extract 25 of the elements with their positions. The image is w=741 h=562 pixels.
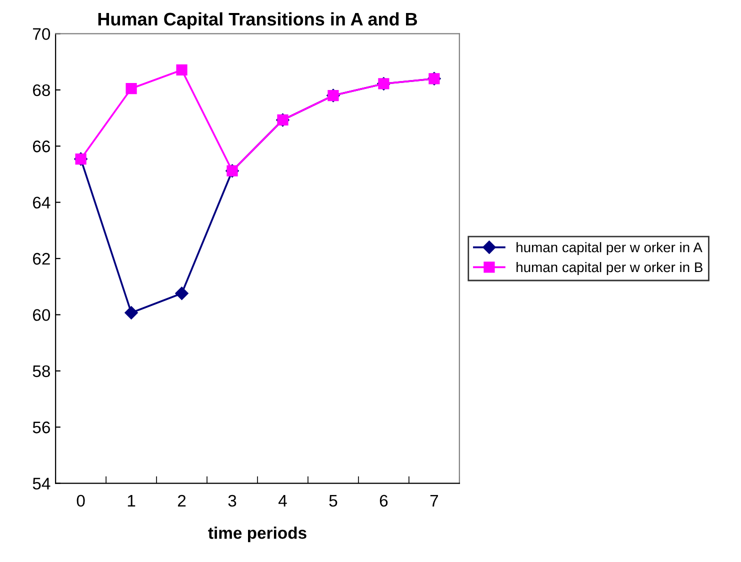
chart-title: Human Capital Transitions in A and B: [98, 12, 418, 30]
y-tick-label: 62: [33, 252, 50, 265]
x-tick-label: 1: [128, 495, 136, 507]
point: [124, 306, 138, 320]
y-tick-label: 58: [32, 365, 50, 378]
x-tick-label: 5: [329, 495, 338, 507]
x-tick-label: 4: [278, 495, 287, 507]
x-tick-label: 2: [178, 494, 186, 507]
x-axis-title: time periods: [208, 526, 306, 542]
point: [126, 82, 137, 94]
y-tick-label: 68: [33, 84, 50, 96]
legend-label: human capital per w orker in B: [516, 262, 702, 275]
y-tick-label: 64: [33, 196, 50, 209]
x-tick-label: 0: [76, 494, 85, 507]
y-tick-label: 56: [32, 422, 50, 434]
y-tick-label: 66: [33, 140, 50, 152]
y-tick-label: 70: [33, 28, 50, 40]
legend-label: human capital per w orker in A: [516, 242, 702, 256]
point: [176, 64, 188, 76]
x-tick-label: 7: [430, 495, 438, 507]
y-tick-label: 60: [33, 309, 50, 321]
point: [175, 286, 188, 300]
x-tick-label: 3: [228, 494, 236, 507]
x-tick-label: 6: [380, 494, 388, 507]
y-tick-label: 54: [32, 478, 50, 490]
